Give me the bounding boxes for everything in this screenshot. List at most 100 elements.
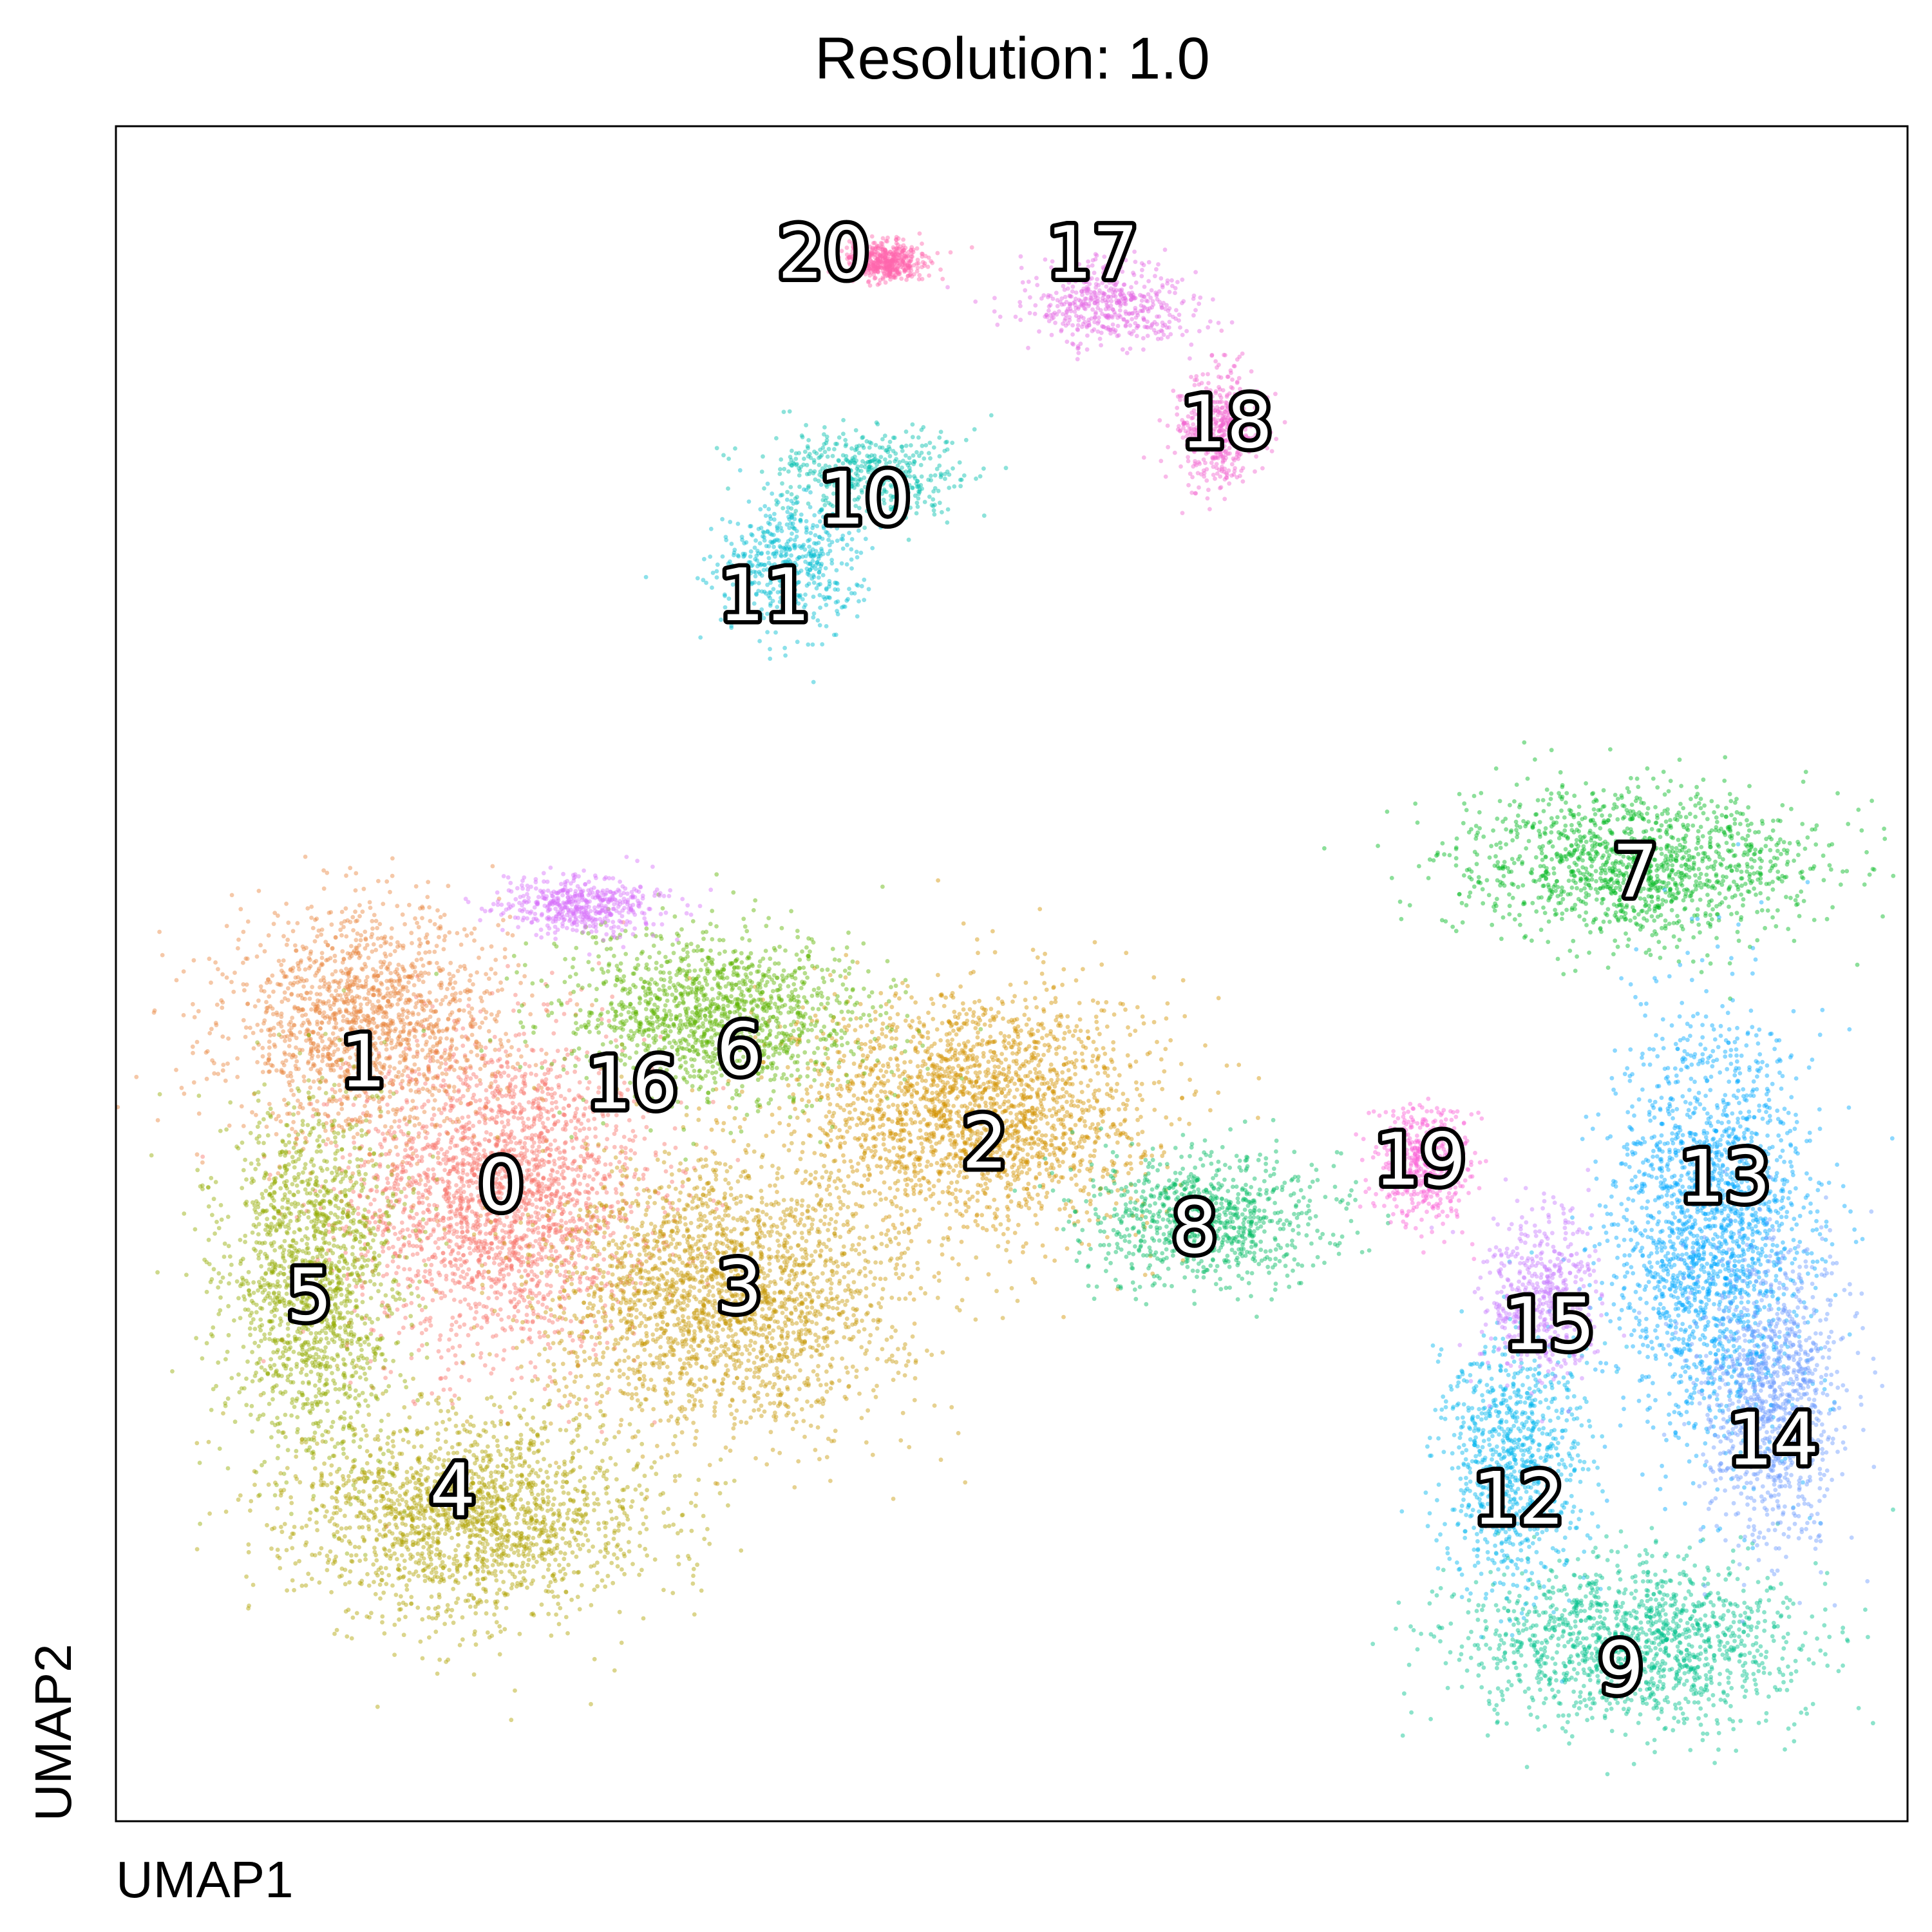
point: [475, 1110, 480, 1115]
point: [352, 1140, 356, 1145]
point: [351, 982, 356, 987]
point: [453, 1213, 459, 1218]
point: [441, 947, 446, 952]
point: [532, 1168, 536, 1173]
point: [424, 1003, 429, 1009]
point: [402, 922, 407, 927]
point: [502, 1235, 506, 1240]
point: [450, 998, 455, 1002]
point: [1049, 1000, 1054, 1005]
point: [490, 1277, 495, 1282]
point: [451, 1026, 456, 1031]
point: [403, 1169, 408, 1174]
point: [883, 1147, 888, 1152]
point: [951, 1104, 956, 1108]
point: [501, 918, 506, 923]
point: [576, 1247, 581, 1253]
point: [327, 1003, 332, 1009]
point: [505, 1061, 509, 1065]
point: [534, 1293, 538, 1298]
point: [343, 1119, 348, 1123]
point: [500, 1120, 504, 1125]
point: [318, 1067, 323, 1072]
point: [474, 1304, 478, 1309]
point: [423, 1279, 428, 1283]
point: [880, 1027, 885, 1032]
point: [279, 969, 284, 973]
point: [1057, 1164, 1062, 1168]
point: [1070, 1099, 1074, 1104]
point: [512, 1135, 516, 1141]
point: [632, 1171, 638, 1177]
point: [610, 994, 615, 999]
point: [321, 886, 327, 891]
point: [549, 1067, 553, 1072]
point: [416, 1066, 421, 1072]
point: [386, 1245, 392, 1251]
point: [334, 1098, 339, 1103]
point: [590, 1187, 595, 1191]
point: [306, 1059, 311, 1064]
point: [501, 1357, 506, 1362]
point: [392, 1066, 397, 1071]
point: [838, 1206, 843, 1211]
point: [571, 1146, 576, 1150]
point: [591, 1215, 596, 1220]
point: [426, 880, 431, 884]
point: [283, 1038, 287, 1043]
point: [454, 1046, 459, 1051]
point: [355, 1118, 361, 1123]
point: [194, 1039, 200, 1045]
point: [956, 1133, 961, 1138]
point: [1087, 1218, 1092, 1223]
point: [545, 1086, 551, 1091]
point: [400, 1079, 405, 1083]
point: [455, 931, 460, 936]
point: [524, 1043, 529, 1048]
point: [494, 1353, 499, 1358]
point: [619, 1144, 624, 1150]
point: [527, 1201, 531, 1206]
point: [540, 1248, 545, 1253]
point: [264, 999, 269, 1005]
point: [408, 1277, 413, 1282]
point: [419, 1307, 424, 1312]
point: [421, 1296, 425, 1301]
point: [423, 1135, 428, 1141]
point: [432, 922, 437, 927]
point: [340, 1155, 345, 1160]
point: [392, 1203, 397, 1208]
point: [290, 1126, 294, 1132]
point: [813, 1013, 818, 1018]
point: [629, 1236, 634, 1242]
point: [316, 928, 321, 933]
point: [303, 1135, 308, 1141]
point: [412, 983, 417, 988]
point: [395, 971, 400, 976]
point: [472, 1151, 477, 1156]
point: [476, 1245, 481, 1250]
point: [357, 914, 362, 919]
point: [331, 1002, 336, 1007]
point: [413, 1077, 419, 1083]
point: [374, 947, 379, 952]
point: [524, 1175, 529, 1180]
point: [457, 1008, 462, 1012]
point: [534, 1072, 538, 1077]
point: [506, 1065, 510, 1070]
point: [531, 1312, 536, 1316]
point: [529, 1133, 535, 1138]
point: [502, 947, 507, 952]
point: [439, 1177, 444, 1182]
point: [266, 933, 271, 938]
point: [894, 1204, 899, 1209]
point: [416, 1191, 421, 1195]
point: [339, 978, 343, 983]
point: [448, 1047, 453, 1052]
point: [426, 1066, 431, 1072]
point: [351, 928, 355, 933]
point: [1121, 1092, 1126, 1096]
point: [1015, 1151, 1020, 1156]
point: [416, 973, 421, 978]
point: [585, 1245, 591, 1250]
